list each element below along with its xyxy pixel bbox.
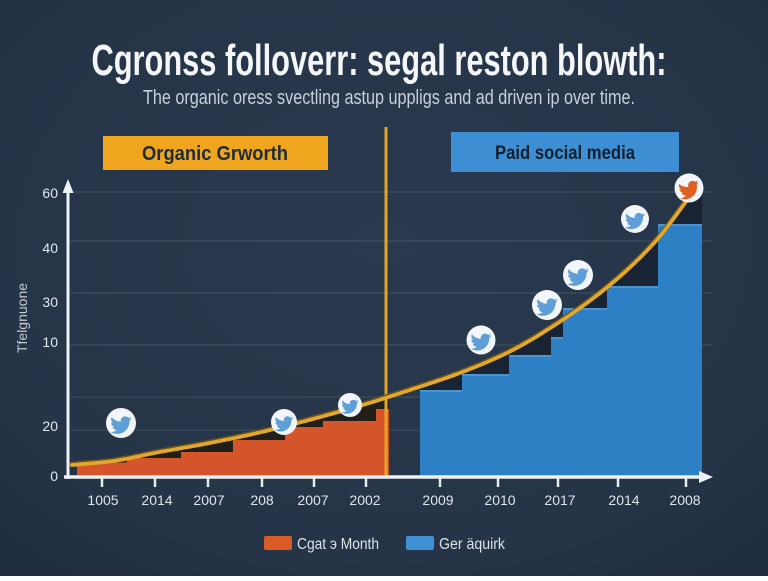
svg-text:Tfelgnuone: Tfelgnuone xyxy=(14,283,30,353)
svg-text:60: 60 xyxy=(42,185,58,201)
svg-text:2002: 2002 xyxy=(349,492,380,508)
svg-text:2017: 2017 xyxy=(544,492,575,508)
svg-text:2014: 2014 xyxy=(608,492,639,508)
svg-text:2007: 2007 xyxy=(193,492,224,508)
svg-text:The organic oress svectling as: The organic oress svectling astup upplig… xyxy=(143,87,635,109)
svg-text:2009: 2009 xyxy=(422,492,453,508)
svg-text:Cgronss folloverr: segal resto: Cgronss folloverr: segal reston blowth: xyxy=(92,36,667,85)
svg-text:20: 20 xyxy=(42,418,58,434)
svg-text:Cgat э Month: Cgat э Month xyxy=(297,536,379,553)
svg-text:Ger äquirk: Ger äquirk xyxy=(439,536,505,553)
svg-text:208: 208 xyxy=(250,492,274,508)
svg-text:Paid social media: Paid social media xyxy=(495,143,635,164)
svg-text:1005: 1005 xyxy=(87,492,118,508)
svg-text:40: 40 xyxy=(42,240,58,256)
svg-text:0: 0 xyxy=(50,468,58,484)
svg-text:2007: 2007 xyxy=(297,492,328,508)
svg-text:30: 30 xyxy=(42,294,58,310)
svg-text:2014: 2014 xyxy=(141,492,172,508)
svg-text:2008: 2008 xyxy=(669,492,700,508)
svg-text:Organic Grworth: Organic Grworth xyxy=(142,143,288,165)
svg-text:2010: 2010 xyxy=(484,492,515,508)
svg-text:10: 10 xyxy=(42,334,58,350)
